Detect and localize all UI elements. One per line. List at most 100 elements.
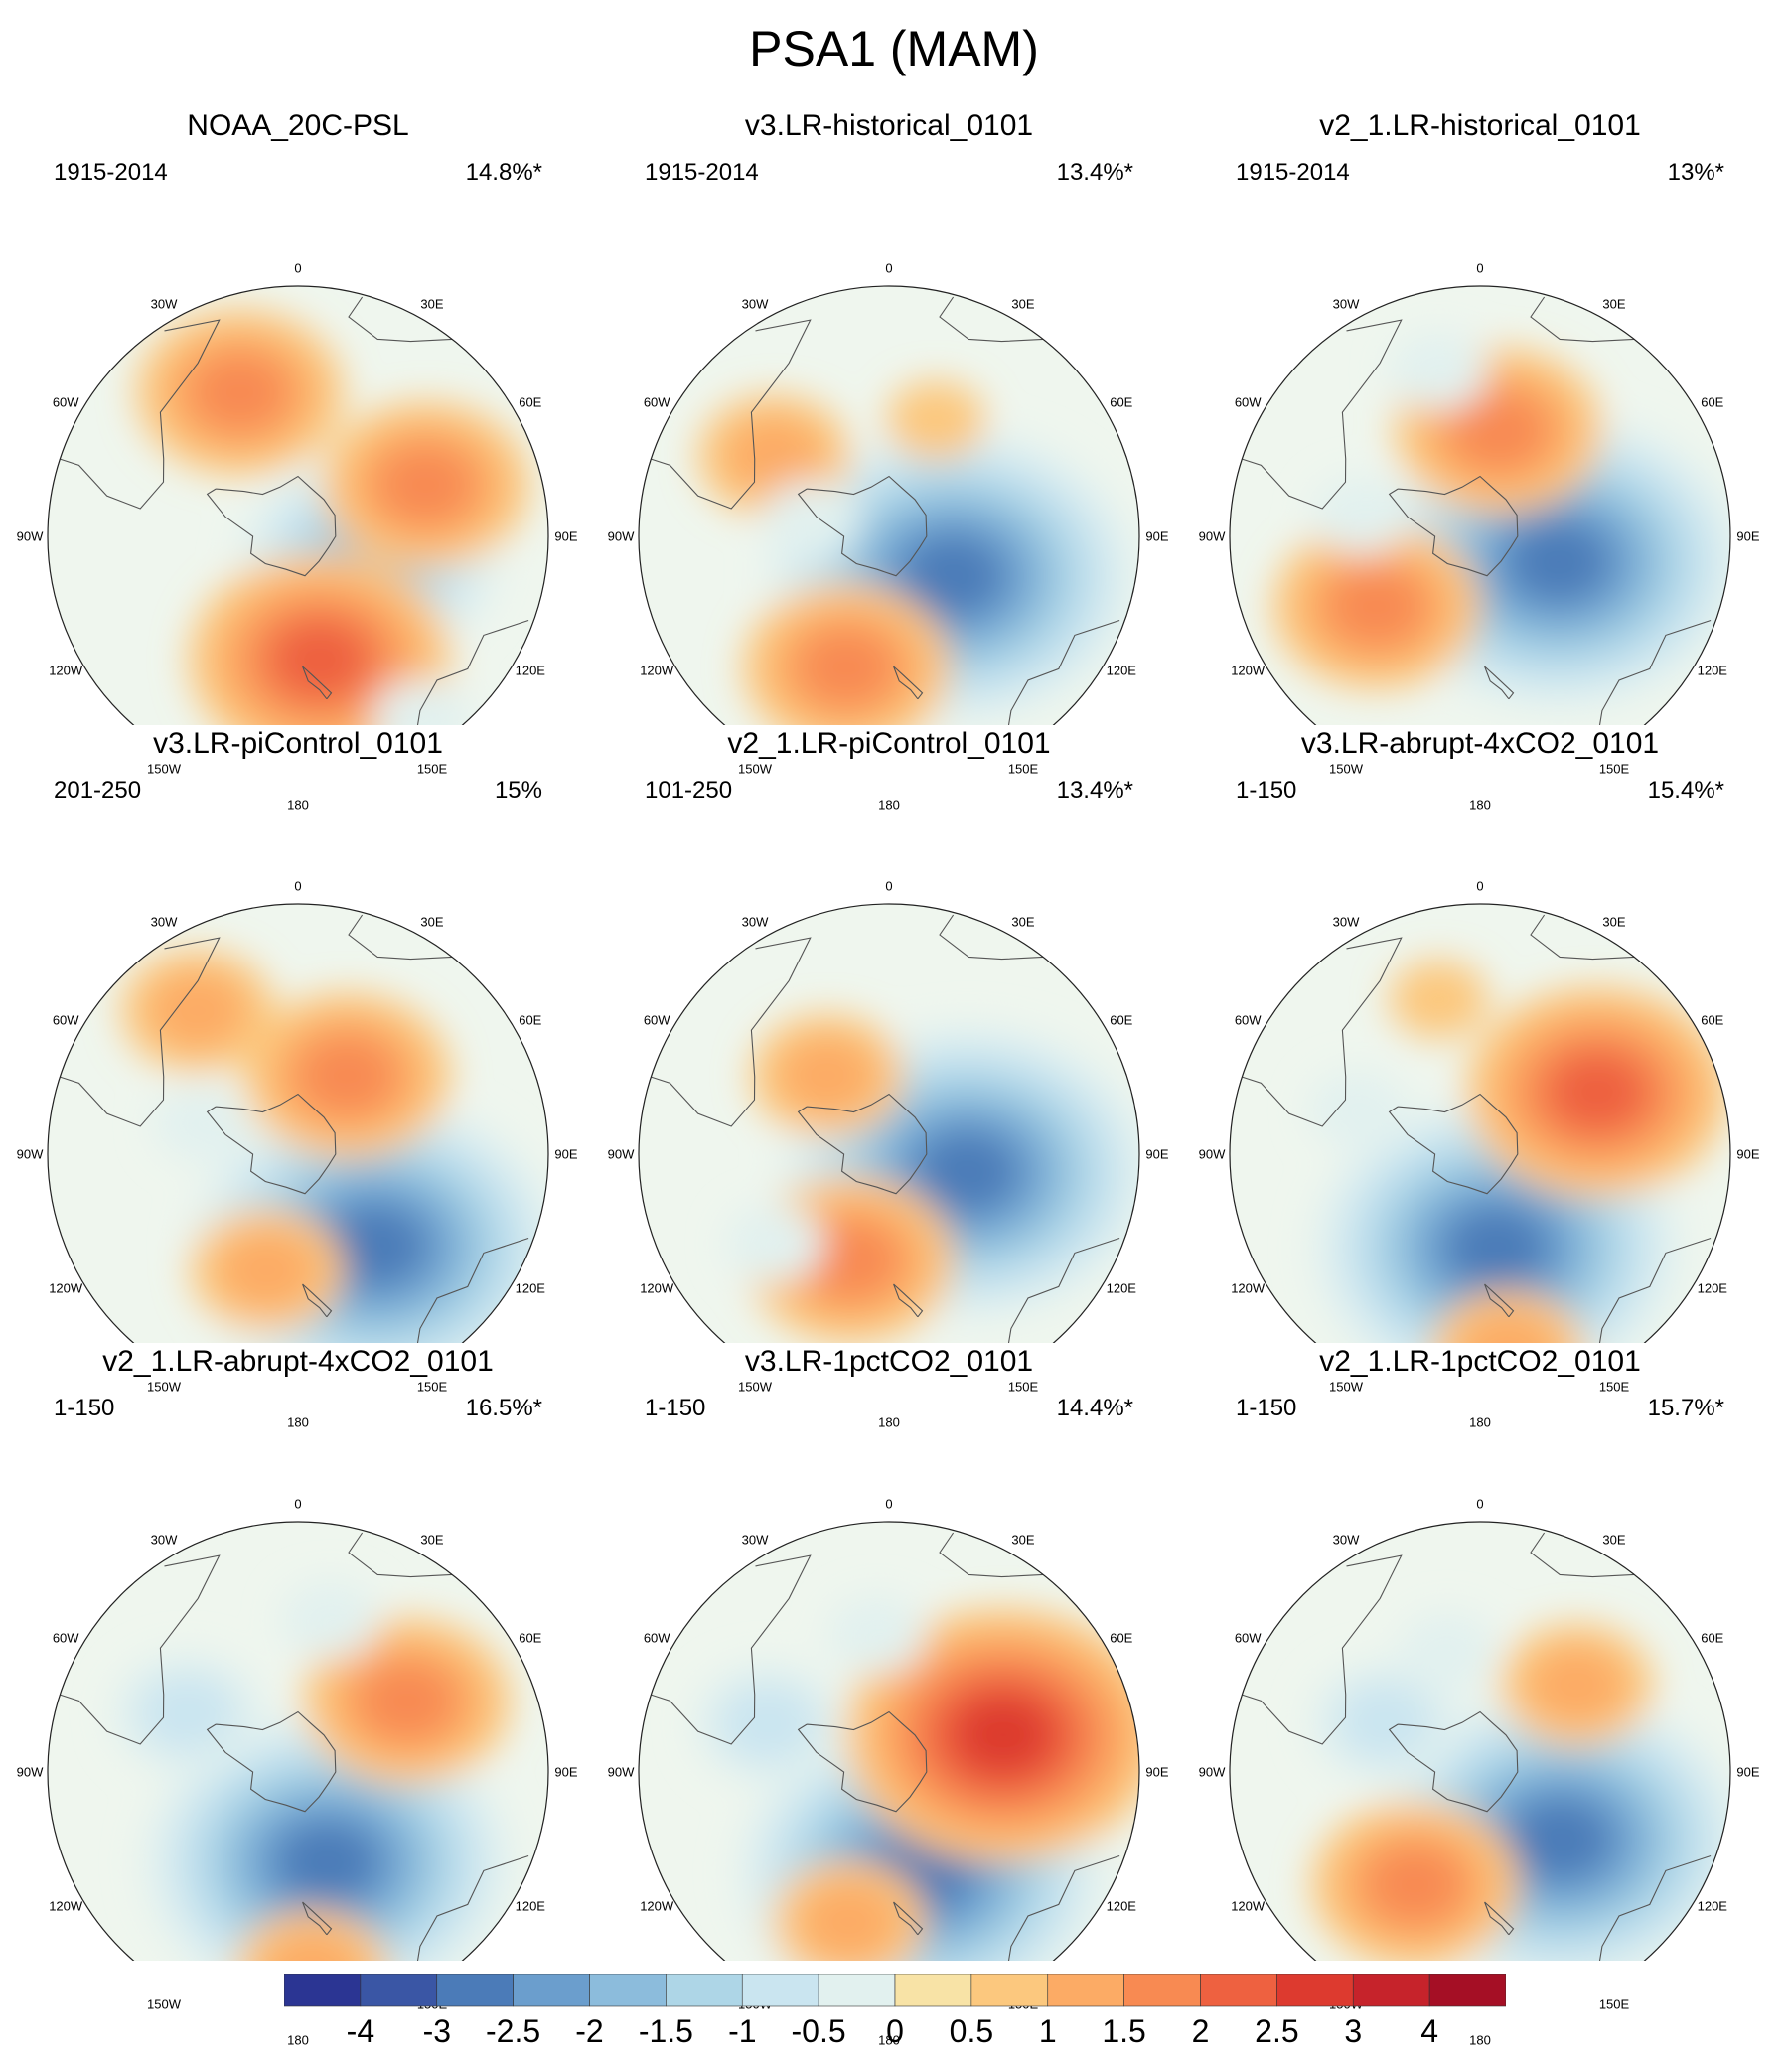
anomaly-contour — [724, 416, 824, 497]
panel-period: 1-150 — [1236, 777, 1297, 804]
longitude-label: 120E — [1697, 1898, 1727, 1914]
panel-variance: 16.5%* — [465, 1395, 542, 1421]
longitude-label: 60W — [1234, 394, 1262, 410]
panel-period: 1-150 — [1236, 1395, 1297, 1421]
coastline — [893, 1901, 924, 1936]
polar-map — [1229, 285, 1731, 725]
colorbar-swatches — [283, 1973, 1507, 2007]
panel-title: v2_1.LR-historical_0101 — [1319, 109, 1641, 142]
anomaly-contour — [1527, 1645, 1627, 1725]
anomaly-contour — [1311, 475, 1412, 555]
anomaly-contour — [1430, 1290, 1585, 1343]
colorbar-swatch — [894, 1973, 972, 2007]
anomaly-contour — [280, 1580, 380, 1661]
longitude-label: 180 — [287, 797, 309, 813]
longitude-label: 30W — [741, 296, 769, 312]
coastline — [1484, 1901, 1515, 1936]
coastline — [1530, 1532, 1635, 1578]
anomaly-contour — [954, 1695, 1054, 1775]
longitude-label: 120W — [1231, 663, 1266, 678]
colorbar-swatch — [1200, 1973, 1277, 2007]
panel-title: v3.LR-abrupt-4xCO2_0101 — [1300, 727, 1660, 760]
coastline — [1594, 1237, 1712, 1343]
longitude-label: 120E — [1106, 1898, 1136, 1914]
map-border — [1229, 1521, 1731, 1961]
map-panel: v3.LR-abrupt-4xCO2_0101 1-150 15.4%* 0 30E 60… — [1182, 727, 1778, 1430]
coastline — [60, 1554, 221, 1745]
longitude-label: 180 — [878, 1414, 900, 1430]
map-panel: v3.LR-1pctCO2_0101 1-150 14.4%* 0 30E 60E 90E 1… — [591, 1345, 1187, 2048]
panel-variance: 13.4%* — [1056, 159, 1133, 186]
panel-title: v3.LR-piControl_0101 — [153, 727, 443, 760]
map-panel: v3.LR-historical_0101 1915-2014 13.4%* 0 30E… — [591, 109, 1187, 813]
anomaly-contour — [357, 1661, 457, 1741]
anomaly-contour — [1547, 1052, 1647, 1132]
longitude-label: 30E — [1602, 914, 1626, 930]
longitude-label: 0 — [885, 260, 893, 276]
map-border — [47, 1521, 549, 1961]
longitude-label: 0 — [294, 1496, 302, 1512]
colorbar-swatch — [666, 1973, 743, 2007]
colorbar-swatch — [1047, 1973, 1124, 2007]
longitude-label: 120E — [1697, 663, 1727, 678]
longitude-label: 30W — [150, 914, 178, 930]
longitude-label: 150E — [416, 761, 448, 777]
colorbar-swatch — [283, 1973, 362, 2007]
coastline — [60, 319, 221, 510]
longitude-label: 60E — [1110, 1630, 1133, 1646]
coastline — [893, 666, 924, 700]
coastline — [797, 1710, 928, 1813]
anomaly-contour — [777, 1035, 877, 1115]
longitude-label: 90E — [1736, 1146, 1760, 1162]
longitude-label: 120E — [1106, 663, 1136, 678]
colorbar-tick-label: 3 — [1344, 2013, 1363, 2049]
longitude-label: 180 — [1469, 2032, 1491, 2048]
anomaly-contour — [137, 1673, 237, 1753]
map-border — [1229, 285, 1731, 725]
panel-variance: 14.4%* — [1056, 1395, 1133, 1421]
coastline — [412, 619, 529, 725]
colorbar-tick-label: 0.5 — [949, 2013, 994, 2049]
anomaly-contour — [797, 627, 897, 707]
longitude-label: 30W — [150, 296, 178, 312]
coastline — [939, 1532, 1044, 1578]
longitude-label: 30E — [420, 1532, 444, 1548]
coastline — [412, 1237, 529, 1343]
polar-map — [1229, 1521, 1731, 1961]
coastline — [1594, 619, 1712, 725]
longitude-label: 0 — [885, 1496, 893, 1512]
longitude-label: 150W — [738, 1379, 772, 1395]
anomaly-contour — [1389, 331, 1489, 411]
longitude-label: 30W — [1332, 296, 1360, 312]
anomaly-contour — [1326, 566, 1426, 647]
longitude-label: 120E — [515, 663, 545, 678]
colorbar: -4 -3 -2.5 -2 -1.5 -1 -0.5 0 0.5 1 1.5 2 2.5 3 4 — [283, 1973, 1507, 2063]
panel-variance: 13.4%* — [1056, 777, 1133, 804]
coastline — [1003, 619, 1120, 725]
longitude-label: 0 — [1476, 1496, 1484, 1512]
panel-title: v2_1.LR-1pctCO2_0101 — [1319, 1345, 1641, 1378]
coastline — [206, 1093, 337, 1195]
panel-period: 1-150 — [645, 1395, 706, 1421]
longitude-label: 90E — [1145, 528, 1169, 544]
longitude-label: 150E — [1007, 761, 1039, 777]
colorbar-tick-label: 0 — [886, 2013, 904, 2049]
longitude-label: 60E — [1701, 1630, 1724, 1646]
coastline — [206, 1710, 337, 1813]
anomaly-contour — [1458, 1312, 1559, 1343]
panel-period: 1915-2014 — [1236, 159, 1350, 186]
anomaly-contour — [917, 1132, 1017, 1213]
longitude-label: 90W — [607, 528, 635, 544]
map-border — [638, 1521, 1140, 1961]
longitude-label: 120E — [1106, 1280, 1136, 1296]
panel-title: v2_1.LR-abrupt-4xCO2_0101 — [102, 1345, 494, 1378]
colorbar-swatch — [589, 1973, 667, 2007]
coastline — [1242, 319, 1403, 510]
anomaly-contour — [190, 353, 290, 433]
anomaly-contour — [1446, 1208, 1547, 1288]
longitude-label: 90W — [1198, 528, 1226, 544]
longitude-label: 150W — [738, 761, 772, 777]
longitude-label: 60W — [52, 1630, 79, 1646]
anomaly-contour — [724, 1203, 824, 1283]
longitude-label: 120E — [515, 1898, 545, 1914]
